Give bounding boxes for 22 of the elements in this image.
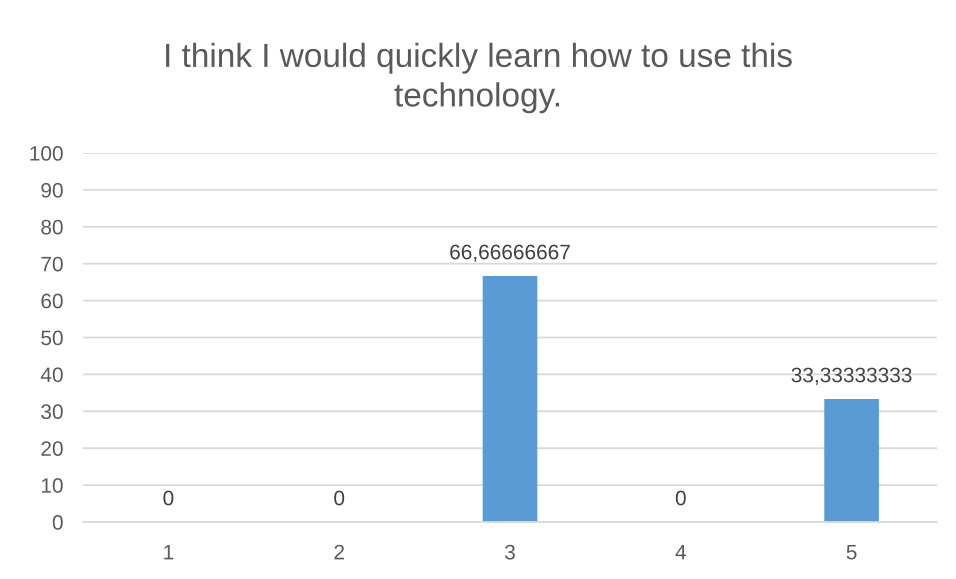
x-tick-label: 4 (675, 544, 686, 560)
y-tick-label: 0 (52, 515, 63, 530)
data-label: 66,66666667 (450, 244, 570, 262)
chart-title: I think I would quickly learn how to use this technology. (166, 42, 792, 114)
y-tick-label: 90 (41, 182, 63, 198)
data-label: 0 (334, 490, 344, 506)
y-tick-label: 80 (41, 220, 63, 235)
data-label: 33,33333333 (792, 368, 912, 385)
data-label: 0 (163, 490, 174, 506)
x-tick-label: 5 (846, 544, 857, 560)
y-tick-label: 100 (30, 146, 63, 161)
y-tick-label: 70 (41, 256, 63, 272)
data-label: 0 (676, 490, 686, 506)
x-tick-label: 3 (505, 544, 515, 560)
y-tick-label: 30 (41, 404, 63, 420)
x-tick-label: 1 (164, 544, 174, 560)
y-tick-label: 60 (41, 294, 63, 308)
y-tick-label: 40 (40, 367, 63, 382)
y-tick-label: 20 (41, 441, 63, 456)
y-tick-label: 50 (41, 330, 63, 346)
y-tick-label: 10 (42, 478, 63, 493)
x-tick-label: 2 (334, 544, 344, 560)
